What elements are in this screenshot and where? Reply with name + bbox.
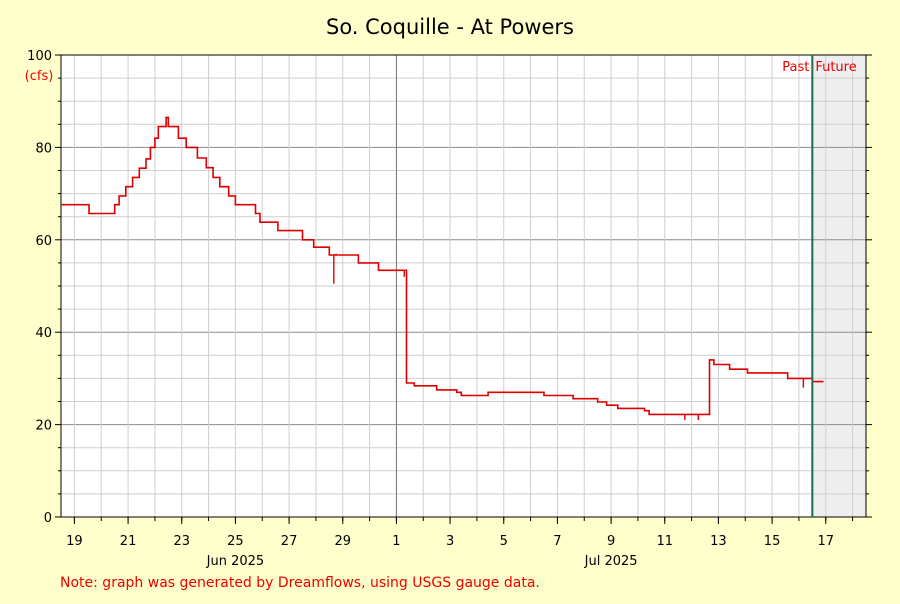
x-tick-label: 5 xyxy=(500,534,508,549)
y-tick-label: 80 xyxy=(35,141,52,156)
month-label: Jun 2025 xyxy=(206,554,265,569)
x-tick-label: 23 xyxy=(173,534,190,549)
x-tick-label: 21 xyxy=(120,534,137,549)
x-tick-label: 7 xyxy=(553,534,561,549)
x-tick-label: 3 xyxy=(446,534,454,549)
y-axis-unit-label: (cfs) xyxy=(25,69,54,84)
x-tick-label: 25 xyxy=(227,534,244,549)
x-tick-label: 19 xyxy=(66,534,83,549)
x-tick-label: 13 xyxy=(710,534,727,549)
y-tick-label: 60 xyxy=(35,234,52,249)
y-tick-label: 100 xyxy=(27,49,52,64)
x-tick-label: 27 xyxy=(281,534,298,549)
flow-series-line xyxy=(61,116,824,416)
y-tick-label: 40 xyxy=(35,326,52,341)
footer-note: Note: graph was generated by Dreamflows,… xyxy=(60,575,540,591)
chart-title: So. Coquille - At Powers xyxy=(326,15,574,39)
x-tick-label: 11 xyxy=(656,534,673,549)
y-tick-label: 0 xyxy=(44,511,52,526)
x-tick-label: 29 xyxy=(334,534,351,549)
x-tick-label: 9 xyxy=(607,534,615,549)
y-tick-label: 20 xyxy=(35,419,52,434)
x-tick-label: 15 xyxy=(764,534,781,549)
past-label: Past xyxy=(782,60,809,75)
x-tick-label: 1 xyxy=(392,534,400,549)
month-label: Jul 2025 xyxy=(584,554,638,569)
x-tick-label: 17 xyxy=(817,534,834,549)
future-label: Future xyxy=(815,60,856,75)
